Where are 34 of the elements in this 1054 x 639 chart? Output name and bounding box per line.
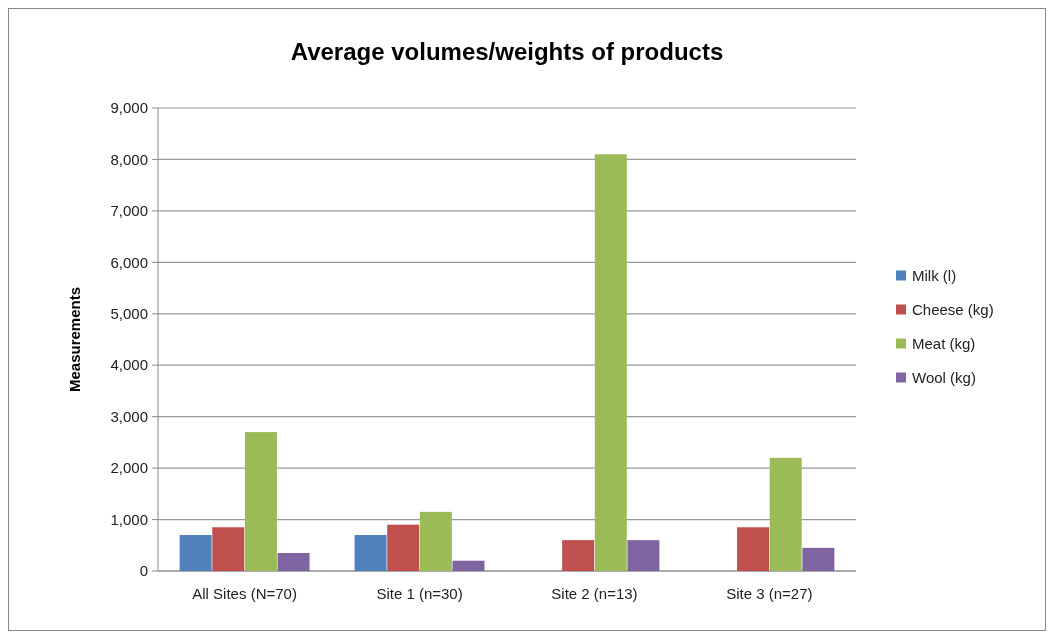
bar	[452, 560, 485, 571]
x-tick-label: Site 1 (n=30)	[376, 585, 463, 602]
bar	[179, 534, 212, 571]
y-tick-label: 9,000	[110, 99, 148, 117]
bar	[594, 154, 627, 571]
x-tick-label: All Sites (N=70)	[192, 585, 297, 602]
x-tick-label: Site 3 (n=27)	[726, 585, 813, 602]
bar	[387, 524, 420, 571]
bar	[562, 540, 595, 571]
y-tick-label: 4,000	[110, 356, 148, 374]
y-tick-label: 0	[139, 562, 148, 580]
bar	[212, 527, 245, 571]
bar	[769, 457, 802, 571]
bar	[244, 432, 277, 571]
bar	[354, 534, 387, 571]
y-tick-label: 2,000	[110, 459, 148, 477]
legend-label: Wool (kg)	[912, 368, 976, 386]
chart-title: Average volumes/weights of products	[290, 38, 724, 65]
legend-label: Cheese (kg)	[912, 300, 994, 318]
bar	[802, 547, 835, 571]
bar	[627, 540, 660, 571]
legend-label: Meat (kg)	[912, 334, 976, 352]
y-tick-label: 6,000	[110, 253, 148, 271]
bar	[419, 511, 452, 571]
y-tick-label: 3,000	[110, 407, 148, 425]
y-tick-label: 5,000	[110, 305, 148, 323]
y-tick-label: 8,000	[110, 150, 148, 168]
y-tick-label: 7,000	[110, 202, 148, 220]
bar	[737, 527, 770, 571]
bar	[277, 552, 310, 571]
y-axis-title: Measurements	[66, 286, 83, 393]
legend-label: Milk (l)	[912, 266, 957, 284]
x-tick-label: Site 2 (n=13)	[551, 585, 638, 602]
y-tick-label: 1,000	[110, 510, 148, 528]
